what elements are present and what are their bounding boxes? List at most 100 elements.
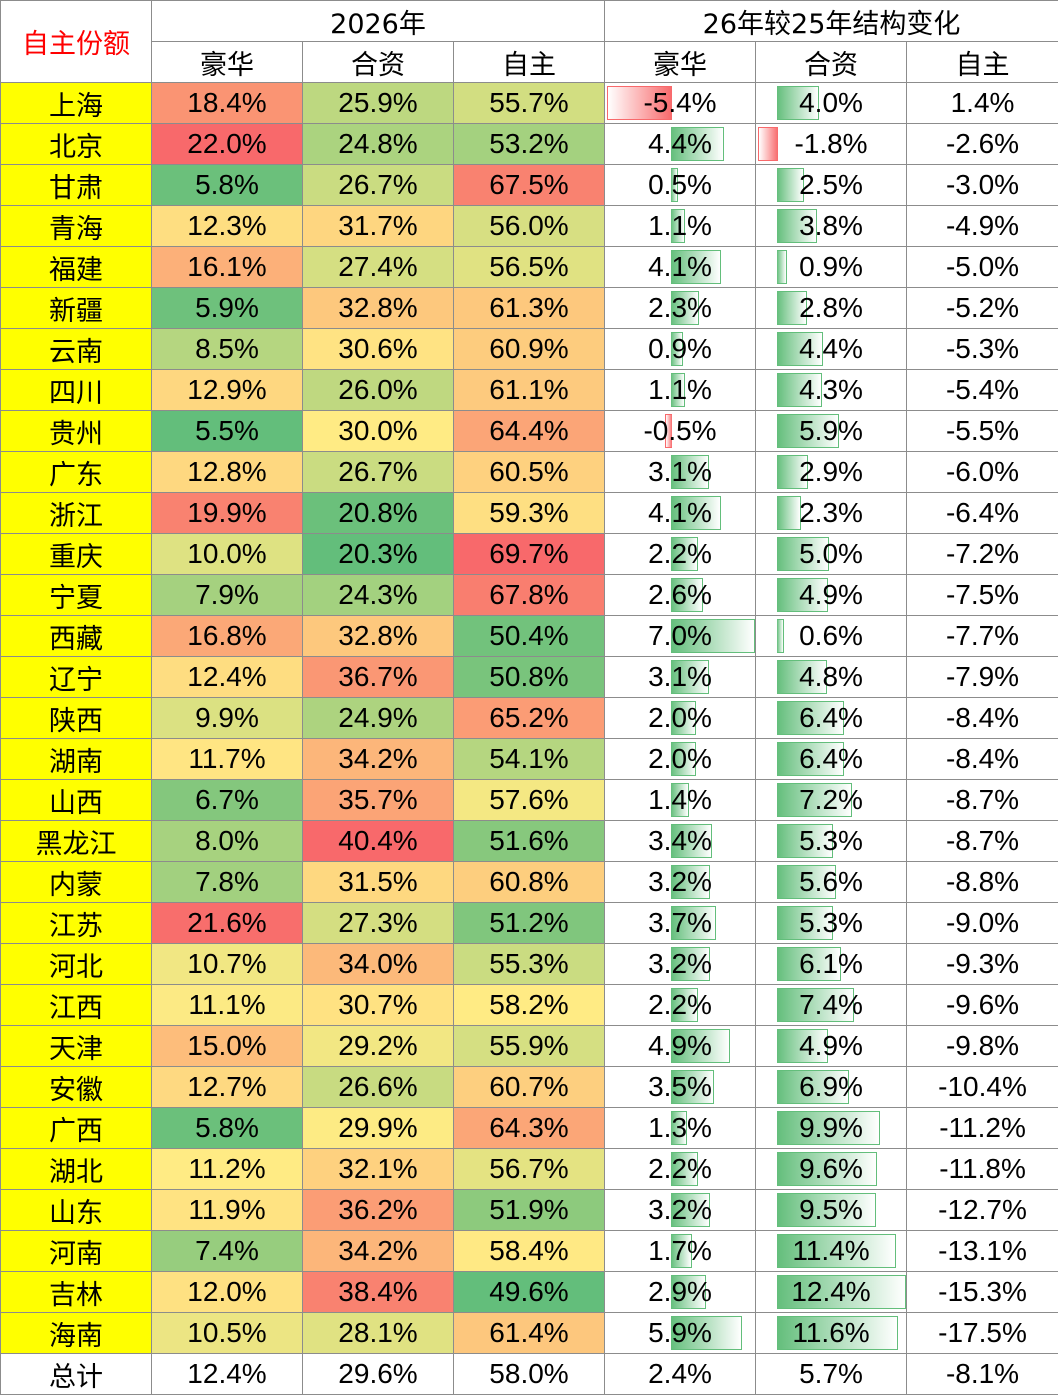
domestic-change-cell: -8.7%	[906, 820, 1058, 862]
joint-venture-change-value: 9.9%	[799, 1112, 863, 1143]
luxury-change-value: 3.1%	[648, 456, 712, 487]
joint-venture-change-value: 2.3%	[799, 497, 863, 528]
luxury-change-cell: 2.2%	[604, 1148, 757, 1190]
joint-venture-share-cell: 30.7%	[302, 984, 454, 1026]
domestic-change-cell: -5.3%	[906, 328, 1058, 370]
province-name: 内蒙	[0, 861, 152, 903]
joint-venture-share-cell: 34.0%	[302, 943, 454, 985]
province-name: 浙江	[0, 492, 152, 534]
luxury-change-cell: 4.1%	[604, 246, 757, 288]
joint-venture-change-value: 0.9%	[799, 251, 863, 282]
domestic-share-cell: 49.6%	[452, 1271, 606, 1313]
province-name: 贵州	[0, 410, 152, 452]
luxury-change-bar	[671, 1316, 742, 1350]
table-row: 贵州 5.5% 30.0% 64.4% -0.5% 5.9% -5.5%	[0, 410, 1058, 452]
joint-venture-change-cell: 4.9%	[755, 1025, 908, 1067]
luxury-share-cell: 5.9%	[151, 287, 303, 329]
domestic-share-cell: 60.7%	[452, 1066, 606, 1108]
joint-venture-change-cell: 11.6%	[755, 1312, 908, 1354]
joint-venture-share-cell: 38.4%	[302, 1271, 454, 1313]
table-row: 湖南 11.7% 34.2% 54.1% 2.0% 6.4% -8.4%	[0, 738, 1058, 780]
joint-venture-change-cell: 9.6%	[755, 1148, 908, 1190]
joint-venture-change-cell: 4.3%	[755, 369, 908, 411]
luxury-change-bar	[671, 947, 710, 981]
luxury-change-bar	[665, 414, 673, 448]
col-header-joint-venture: 合资	[302, 41, 454, 83]
domestic-change-cell: -5.2%	[906, 287, 1058, 329]
joint-venture-change-bar	[776, 537, 830, 571]
domestic-change-cell: -15.3%	[906, 1271, 1058, 1313]
domestic-change-cell: -9.8%	[906, 1025, 1058, 1067]
domestic-share-cell: 53.2%	[452, 123, 606, 165]
luxury-change-cell: 1.3%	[604, 1107, 757, 1149]
table-row: 江西 11.1% 30.7% 58.2% 2.2% 7.4% -9.6%	[0, 984, 1058, 1026]
joint-venture-change-bar	[776, 209, 817, 243]
table-row: 吉林 12.0% 38.4% 49.6% 2.9% 12.4% -15.3%	[0, 1271, 1058, 1313]
luxury-change-cell: 4.9%	[604, 1025, 757, 1067]
domestic-change-cell: -9.3%	[906, 943, 1058, 985]
table-row: 云南 8.5% 30.6% 60.9% 0.9% 4.4% -5.3%	[0, 328, 1058, 370]
joint-venture-share-cell: 24.3%	[302, 574, 454, 616]
joint-venture-change-value: 11.6%	[792, 1317, 870, 1348]
luxury-share-cell: 12.4%	[151, 1353, 303, 1395]
province-name: 广西	[0, 1107, 152, 1149]
luxury-share-cell: 12.8%	[151, 451, 303, 493]
joint-venture-share-cell: 20.8%	[302, 492, 454, 534]
luxury-change-value: 3.7%	[648, 907, 712, 938]
luxury-change-value: -0.5%	[643, 415, 717, 446]
domestic-share-cell: 50.4%	[452, 615, 606, 657]
table-body: 上海 18.4% 25.9% 55.7% -5.4% 4.0% 1.4% 北京 22.0% 24.…	[0, 82, 1058, 1395]
domestic-share-cell: 61.1%	[452, 369, 606, 411]
luxury-change-cell: -0.5%	[604, 410, 757, 452]
joint-venture-change-cell: 3.8%	[755, 205, 908, 247]
luxury-change-cell: 1.1%	[604, 369, 757, 411]
luxury-share-cell: 11.7%	[151, 738, 303, 780]
joint-venture-share-cell: 25.9%	[302, 82, 454, 124]
luxury-change-cell: 3.5%	[604, 1066, 757, 1108]
joint-venture-share-cell: 32.8%	[302, 287, 454, 329]
luxury-change-value: 4.1%	[648, 251, 712, 282]
luxury-change-bar	[671, 496, 721, 530]
domestic-share-cell: 55.7%	[452, 82, 606, 124]
joint-venture-change-value: 4.8%	[799, 661, 863, 692]
domestic-change-cell: -8.4%	[906, 738, 1058, 780]
luxury-share-cell: 12.4%	[151, 656, 303, 698]
luxury-change-value: 2.3%	[648, 292, 712, 323]
luxury-change-cell: 3.2%	[604, 943, 757, 985]
luxury-change-cell: 7.0%	[604, 615, 757, 657]
table-row: 宁夏 7.9% 24.3% 67.8% 2.6% 4.9% -7.5%	[0, 574, 1058, 616]
province-name: 总计	[0, 1353, 152, 1395]
joint-venture-change-bar	[776, 455, 808, 489]
domestic-share-cell: 60.9%	[452, 328, 606, 370]
luxury-change-value: 4.4%	[648, 128, 712, 159]
luxury-change-cell: 5.9%	[604, 1312, 757, 1354]
luxury-change-cell: 3.1%	[604, 451, 757, 493]
table-row: 陕西 9.9% 24.9% 65.2% 2.0% 6.4% -8.4%	[0, 697, 1058, 739]
luxury-change-cell: 3.2%	[604, 861, 757, 903]
joint-venture-change-value: 5.3%	[799, 825, 863, 856]
luxury-share-cell: 21.6%	[151, 902, 303, 944]
joint-venture-change-bar	[776, 865, 836, 899]
luxury-share-cell: 18.4%	[151, 82, 303, 124]
joint-venture-change-value: 4.0%	[799, 87, 863, 118]
domestic-share-cell: 59.3%	[452, 492, 606, 534]
table-row: 广西 5.8% 29.9% 64.3% 1.3% 9.9% -11.2%	[0, 1107, 1058, 1149]
luxury-change-value: 3.2%	[648, 866, 712, 897]
luxury-change-bar	[671, 1070, 714, 1104]
luxury-share-cell: 8.0%	[151, 820, 303, 862]
domestic-change-cell: -5.4%	[906, 369, 1058, 411]
luxury-change-bar	[671, 1234, 693, 1268]
joint-venture-change-cell: 11.4%	[755, 1230, 908, 1272]
joint-venture-share-cell: 30.6%	[302, 328, 454, 370]
province-name: 新疆	[0, 287, 152, 329]
joint-venture-change-cell: 9.9%	[755, 1107, 908, 1149]
table-row: 青海 12.3% 31.7% 56.0% 1.1% 3.8% -4.9%	[0, 205, 1058, 247]
luxury-share-cell: 7.9%	[151, 574, 303, 616]
joint-venture-change-bar	[776, 332, 824, 366]
joint-venture-change-cell: -1.8%	[755, 123, 908, 165]
province-name: 辽宁	[0, 656, 152, 698]
luxury-change-value: 1.4%	[648, 784, 712, 815]
luxury-share-cell: 19.9%	[151, 492, 303, 534]
joint-venture-change-value: 3.8%	[799, 210, 863, 241]
joint-venture-change-cell: 2.9%	[755, 451, 908, 493]
